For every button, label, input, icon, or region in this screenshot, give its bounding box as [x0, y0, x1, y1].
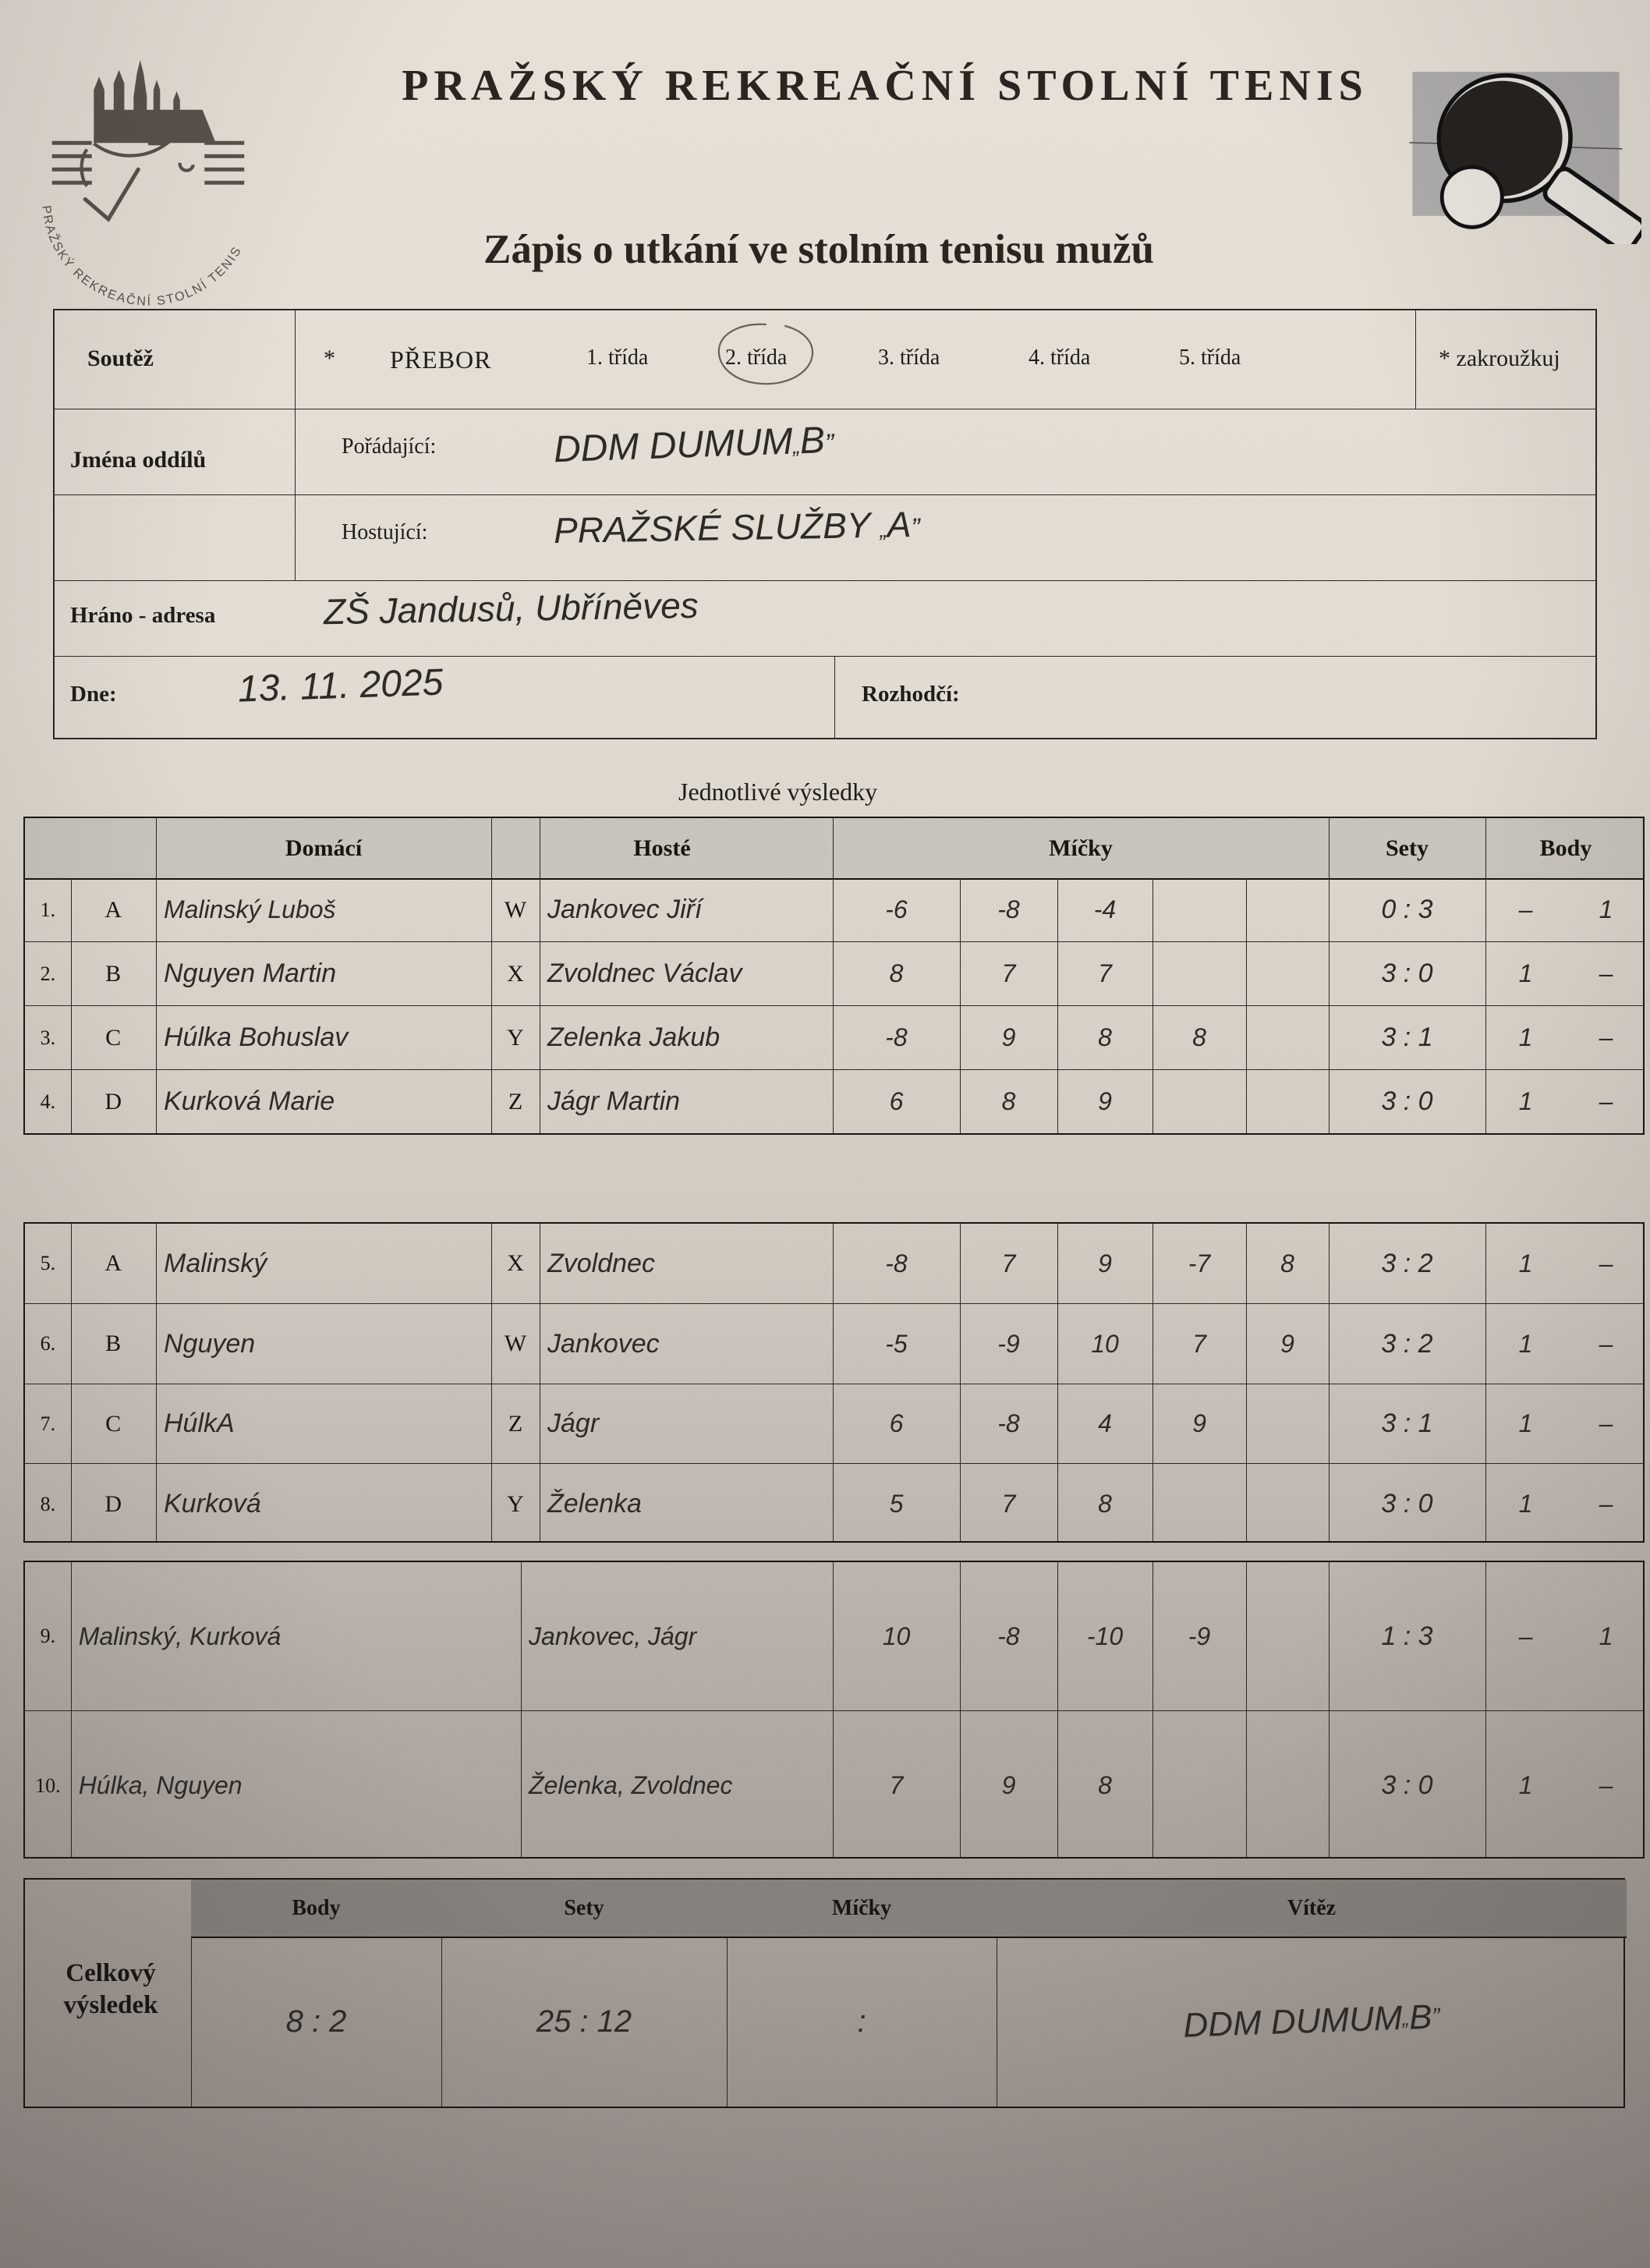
- svg-text:PRAŽSKÝ REKREAČNÍ STOLNÍ TENIS: PRAŽSKÝ REKREAČNÍ STOLNÍ TENIS: [39, 204, 245, 308]
- svg-text:PRST: PRST: [127, 121, 170, 138]
